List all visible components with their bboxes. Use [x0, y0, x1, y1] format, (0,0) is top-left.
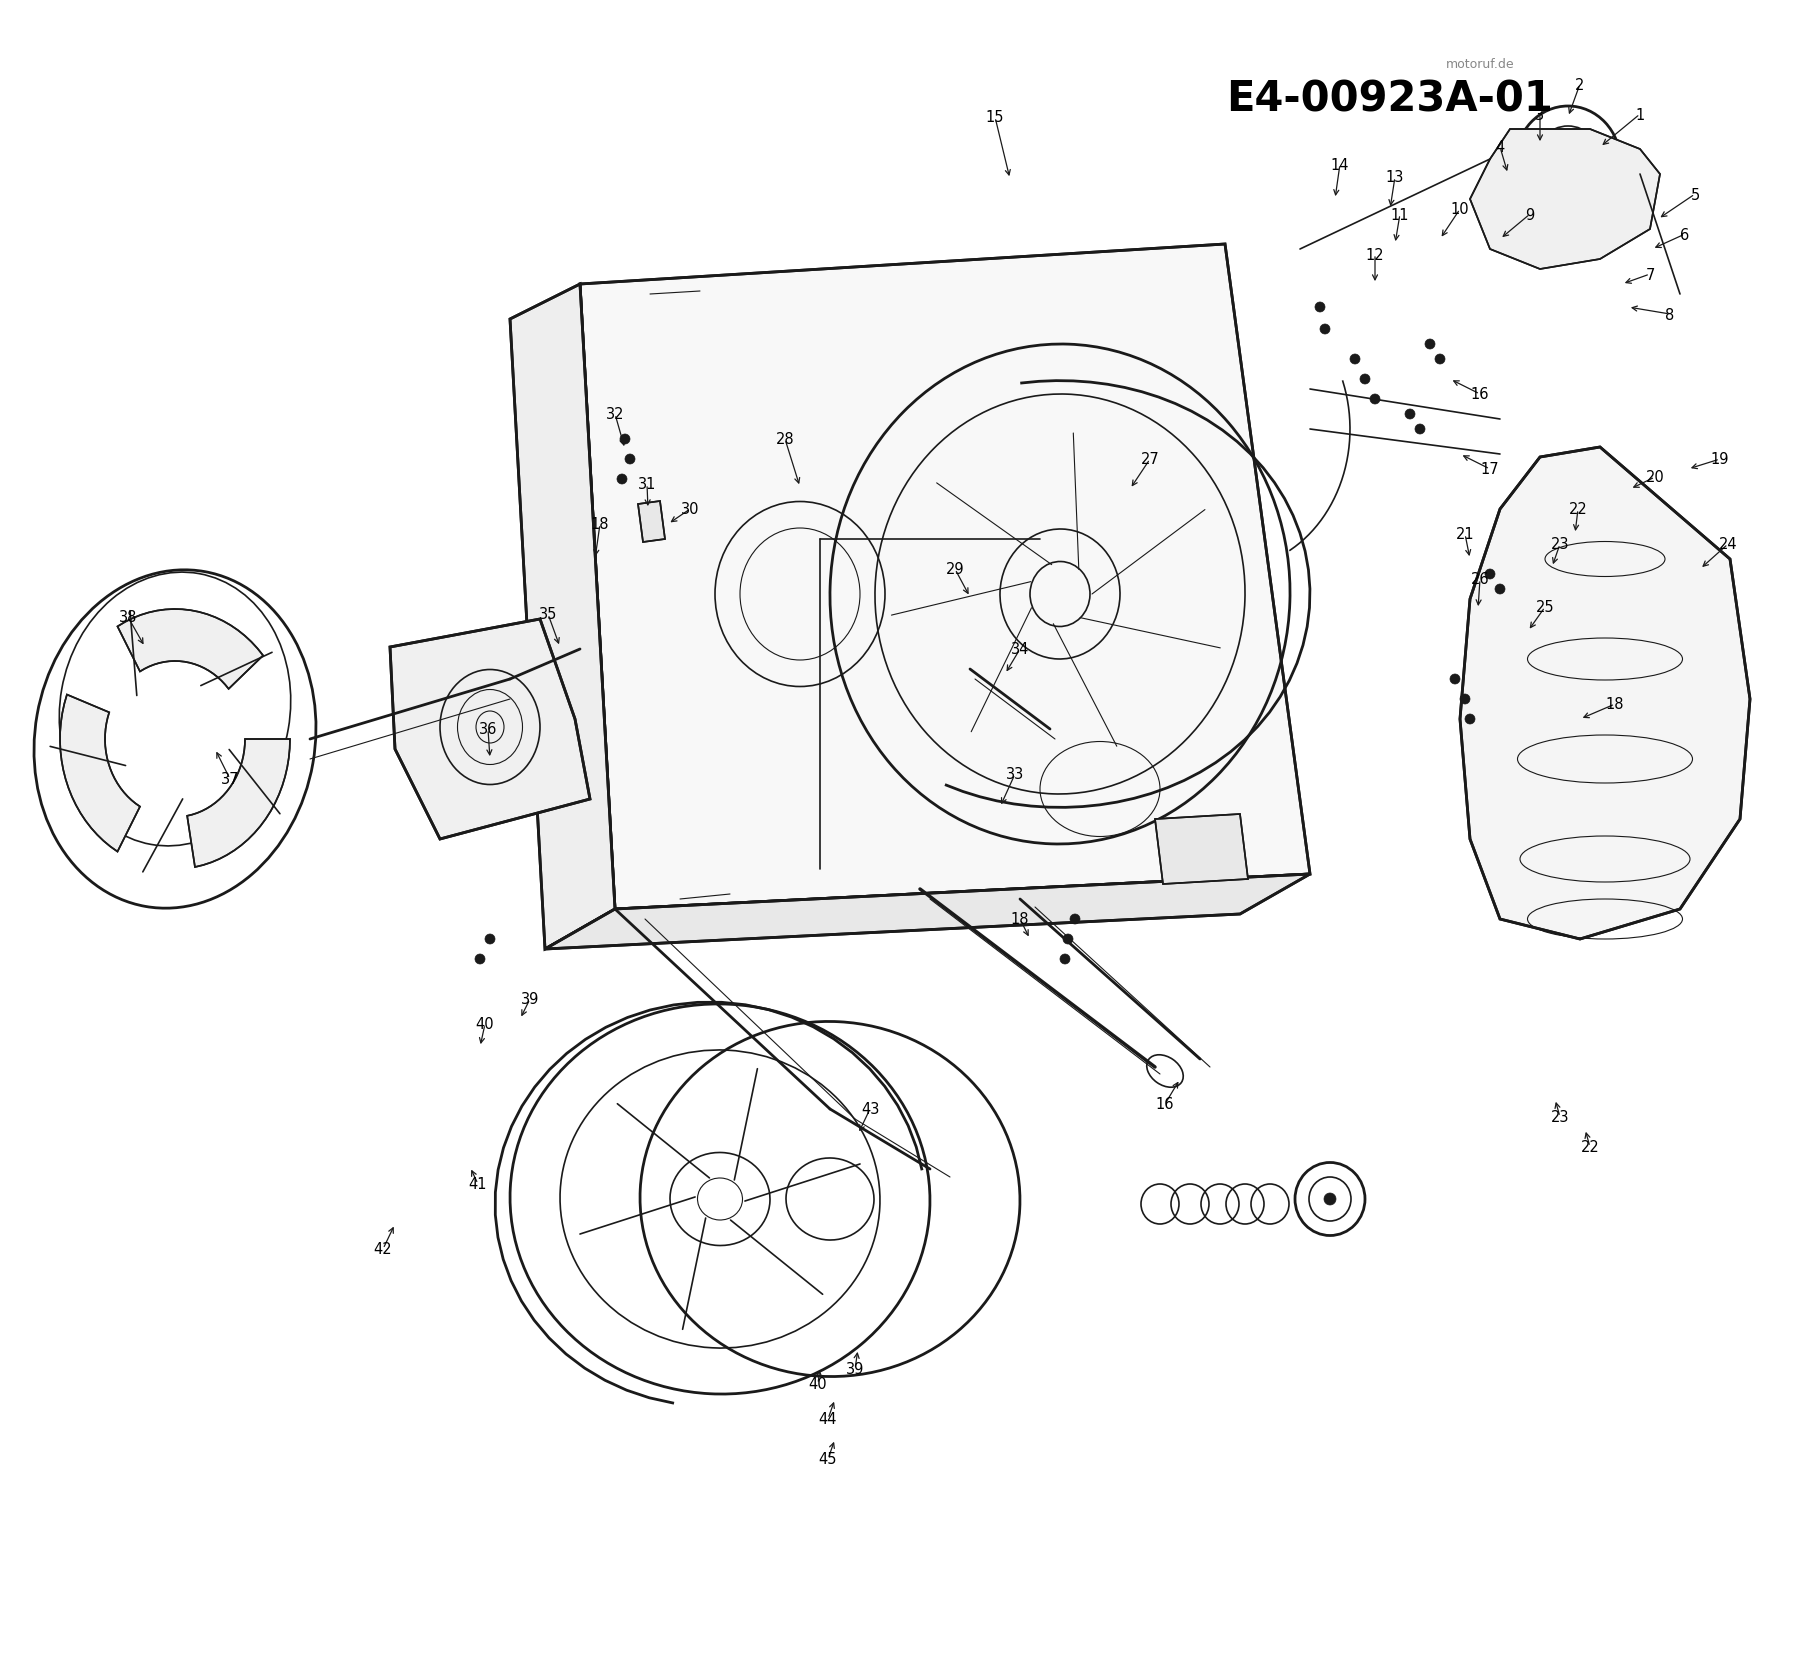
Circle shape	[1426, 339, 1435, 349]
Text: 5: 5	[1690, 188, 1699, 203]
Text: 31: 31	[637, 478, 657, 493]
Text: 41: 41	[468, 1176, 488, 1191]
Circle shape	[1060, 955, 1069, 965]
Polygon shape	[545, 875, 1310, 950]
Text: 9: 9	[1525, 208, 1535, 223]
Text: 26: 26	[1471, 572, 1489, 587]
Circle shape	[1325, 1193, 1336, 1205]
Text: 3: 3	[1535, 108, 1544, 123]
Circle shape	[1319, 324, 1330, 334]
Circle shape	[1460, 694, 1471, 704]
Text: 40: 40	[808, 1376, 828, 1391]
Polygon shape	[509, 285, 616, 950]
Text: 16: 16	[1471, 388, 1489, 403]
Text: 20: 20	[1645, 471, 1665, 486]
Polygon shape	[1156, 814, 1247, 885]
Text: 12: 12	[1366, 248, 1384, 263]
Text: 39: 39	[846, 1361, 864, 1376]
Text: 13: 13	[1386, 170, 1404, 185]
Text: 11: 11	[1391, 208, 1409, 223]
Text: 43: 43	[860, 1102, 878, 1117]
Text: motoruf.de: motoruf.de	[1445, 58, 1514, 72]
Polygon shape	[637, 503, 664, 542]
Text: 24: 24	[1719, 537, 1737, 552]
Circle shape	[617, 474, 626, 484]
Polygon shape	[187, 739, 290, 867]
Text: 42: 42	[374, 1241, 392, 1256]
Circle shape	[1361, 374, 1370, 384]
Text: 4: 4	[1496, 140, 1505, 155]
Circle shape	[1406, 409, 1415, 419]
Circle shape	[1316, 303, 1325, 313]
Text: 45: 45	[819, 1451, 837, 1466]
Text: 16: 16	[1156, 1097, 1174, 1112]
Text: 7: 7	[1645, 268, 1654, 283]
Polygon shape	[391, 619, 590, 840]
Text: 18: 18	[1606, 697, 1624, 712]
Text: 34: 34	[1012, 642, 1030, 657]
Text: 28: 28	[776, 433, 794, 448]
Text: 6: 6	[1681, 228, 1690, 243]
Text: 23: 23	[1552, 1110, 1570, 1125]
Text: 40: 40	[475, 1017, 495, 1032]
Polygon shape	[59, 696, 140, 852]
Text: 27: 27	[1141, 453, 1159, 468]
Circle shape	[1415, 424, 1426, 434]
Text: 38: 38	[119, 611, 137, 626]
Polygon shape	[117, 609, 263, 689]
Text: 17: 17	[1481, 463, 1499, 478]
Text: 15: 15	[986, 110, 1004, 125]
Text: 8: 8	[1665, 308, 1674, 323]
Circle shape	[1435, 354, 1445, 364]
Circle shape	[484, 935, 495, 945]
Text: 36: 36	[479, 722, 497, 737]
Circle shape	[1562, 156, 1573, 170]
Circle shape	[1451, 674, 1460, 684]
Text: 22: 22	[1580, 1140, 1600, 1155]
Text: 19: 19	[1710, 453, 1730, 468]
Circle shape	[1350, 354, 1361, 364]
Text: 39: 39	[520, 992, 540, 1007]
Text: 23: 23	[1552, 537, 1570, 552]
Circle shape	[1069, 915, 1080, 925]
Circle shape	[1485, 569, 1496, 579]
Circle shape	[625, 454, 635, 464]
Text: 35: 35	[538, 607, 558, 622]
Polygon shape	[1471, 130, 1660, 270]
Text: 30: 30	[680, 503, 698, 518]
Polygon shape	[1460, 448, 1750, 940]
Text: 44: 44	[819, 1411, 837, 1426]
Text: 18: 18	[590, 518, 608, 532]
Circle shape	[1465, 714, 1474, 724]
Circle shape	[1370, 394, 1381, 404]
Text: 21: 21	[1456, 527, 1474, 542]
Text: 32: 32	[607, 408, 625, 423]
Text: 10: 10	[1451, 203, 1469, 218]
Text: 18: 18	[1012, 912, 1030, 927]
Text: 1: 1	[1636, 108, 1645, 123]
Text: E4-00923A-01: E4-00923A-01	[1226, 78, 1553, 121]
Text: 25: 25	[1535, 601, 1555, 616]
Circle shape	[1064, 935, 1073, 945]
Circle shape	[475, 955, 484, 965]
Text: 14: 14	[1330, 158, 1350, 173]
Text: 22: 22	[1568, 503, 1588, 518]
Text: 2: 2	[1575, 78, 1584, 93]
Text: 37: 37	[221, 772, 239, 787]
Circle shape	[1496, 584, 1505, 594]
Polygon shape	[580, 245, 1310, 910]
Circle shape	[619, 434, 630, 444]
Text: 33: 33	[1006, 767, 1024, 782]
Text: 29: 29	[945, 562, 965, 577]
